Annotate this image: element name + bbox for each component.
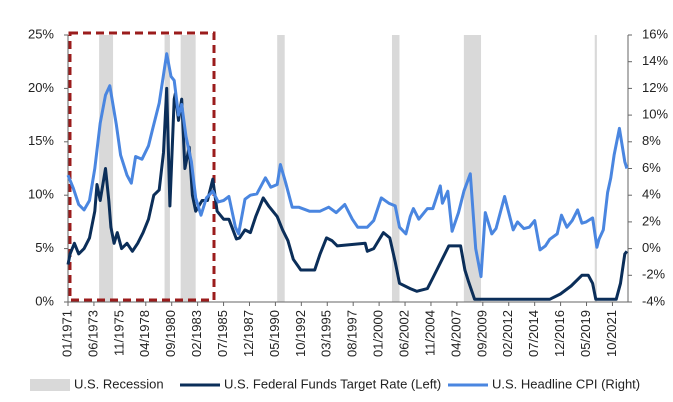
x-tick-label: 09/2009 <box>474 310 489 357</box>
y2-tick-label: 14% <box>642 53 668 68</box>
x-tick-label: 02/1983 <box>189 310 204 357</box>
x-tick-label: 07/1985 <box>215 310 230 357</box>
legend-label: U.S. Federal Funds Target Rate (Left) <box>224 376 441 391</box>
y2-tick-label: 6% <box>642 160 661 175</box>
x-tick-label: 06/1973 <box>85 310 100 357</box>
y2-tick-label: -2% <box>642 267 666 282</box>
x-tick-label: 11/2004 <box>422 310 437 356</box>
x-tick-label: 05/2019 <box>578 310 593 357</box>
recession-band <box>180 35 196 302</box>
x-tick-label: 10/1992 <box>293 310 308 357</box>
legend-label: U.S. Headline CPI (Right) <box>492 376 640 391</box>
recession-band <box>463 35 482 302</box>
y2-tick-label: 16% <box>642 26 668 41</box>
recession-band <box>391 35 400 302</box>
x-tick-label: 12/2016 <box>552 310 567 357</box>
x-tick-label: 02/2012 <box>500 310 515 357</box>
x-tick-label: 05/1990 <box>267 310 282 357</box>
x-tick-label: 07/2014 <box>526 310 541 357</box>
y2-tick-label: -4% <box>642 293 666 308</box>
y2-tick-label: 0% <box>642 240 661 255</box>
x-tick-label: 04/2007 <box>448 310 463 357</box>
y-tick-label: 20% <box>28 80 54 95</box>
recession-band <box>594 35 597 302</box>
y-tick-label: 10% <box>28 187 54 202</box>
y2-tick-label: 10% <box>642 107 668 122</box>
y-tick-label: 15% <box>28 133 54 148</box>
y2-tick-label: 2% <box>642 213 661 228</box>
x-tick-label: 04/1978 <box>137 310 152 357</box>
x-tick-label: 03/1995 <box>319 310 334 357</box>
y-tick-label: 0% <box>35 293 54 308</box>
series-line <box>66 52 629 279</box>
y2-tick-label: 8% <box>642 133 661 148</box>
legend-swatch <box>30 379 70 391</box>
x-tick-label: 08/1997 <box>345 310 360 357</box>
x-tick-label: 01/1971 <box>59 310 74 357</box>
y2-tick-label: 12% <box>642 80 668 95</box>
highlight-box <box>68 31 216 302</box>
y-tick-label: 5% <box>35 240 54 255</box>
y-tick-label: 25% <box>28 26 54 41</box>
x-tick-label: 06/2002 <box>396 310 411 357</box>
y2-tick-label: 4% <box>642 187 661 202</box>
series-line <box>66 86 629 301</box>
legend-label: U.S. Recession <box>74 376 164 391</box>
x-tick-label: 09/1980 <box>163 310 178 357</box>
x-tick-label: 01/2000 <box>371 310 386 357</box>
recession-band <box>164 35 170 302</box>
x-tick-label: 12/1987 <box>241 310 256 357</box>
x-tick-label: 10/2021 <box>604 310 619 357</box>
recession-layer <box>99 35 597 302</box>
x-tick-label: 11/1975 <box>111 310 126 356</box>
